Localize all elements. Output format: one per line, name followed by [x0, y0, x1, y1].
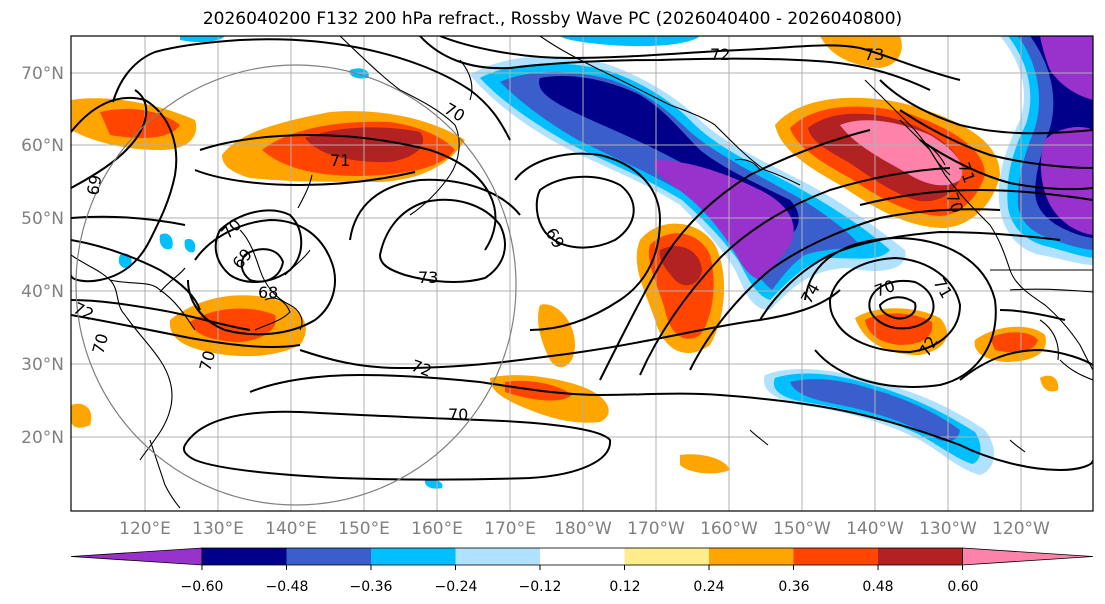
- lon-label: 170°E: [484, 519, 536, 539]
- lon-label: 120°E: [119, 519, 171, 539]
- negative-anomaly-region: [1040, 127, 1093, 235]
- contour-label: 70: [89, 331, 113, 356]
- positive-anomaly-region: [100, 108, 180, 138]
- negative-anomaly-region: [654, 160, 794, 280]
- lon-label: 150°W: [773, 519, 831, 539]
- contour-label: 71: [330, 151, 350, 170]
- negative-anomaly-region: [159, 233, 173, 250]
- positive-anomaly-region: [71, 403, 92, 428]
- lon-label: 150°E: [338, 519, 390, 539]
- lat-label: 30°N: [21, 355, 64, 375]
- lon-label: 140°W: [846, 519, 904, 539]
- lat-label: 50°N: [21, 209, 64, 229]
- negative-anomaly-region: [1040, 36, 1093, 100]
- negative-anomaly-region: [118, 253, 132, 269]
- lon-label: 160°W: [700, 519, 758, 539]
- lon-label: 120°W: [992, 519, 1050, 539]
- positive-anomaly-region: [538, 304, 575, 368]
- lon-label: 170°W: [627, 519, 685, 539]
- positive-anomaly-region: [659, 246, 702, 286]
- negative-anomaly-region: [424, 479, 443, 489]
- contour-label: 68: [258, 283, 278, 302]
- lat-label: 60°N: [21, 136, 64, 156]
- contour-label: 73: [418, 268, 438, 287]
- latitude-labels: 70°N 60°N 50°N 40°N 30°N 20°N: [21, 64, 64, 448]
- lon-label: 140°E: [265, 519, 317, 539]
- lon-label: 130°W: [919, 519, 977, 539]
- negative-anomaly-region: [180, 36, 225, 43]
- reference-circle: [75, 64, 517, 506]
- positive-anomaly-region: [680, 454, 730, 474]
- graticule: [71, 36, 1093, 511]
- contours: [71, 36, 1093, 481]
- contour-label: 70: [448, 405, 468, 424]
- lat-label: 40°N: [21, 282, 64, 302]
- contour-label: 72: [710, 45, 730, 64]
- contour-label: 73: [864, 45, 884, 64]
- coastlines: [71, 36, 1093, 509]
- lon-label: 130°E: [192, 519, 244, 539]
- negative-anomaly-region: [560, 36, 700, 47]
- contour-label: 70: [196, 348, 220, 373]
- positive-anomaly-region: [820, 36, 902, 68]
- lat-label: 20°N: [21, 428, 64, 448]
- positive-anomaly-region: [990, 332, 1038, 353]
- map-frame: [70, 35, 1094, 512]
- lon-label: 160°E: [411, 519, 463, 539]
- lon-label: 180°W: [554, 519, 612, 539]
- contour-label: 69: [83, 173, 105, 196]
- positive-anomaly-region: [1040, 375, 1059, 392]
- negative-anomaly-region: [184, 238, 196, 253]
- longitude-labels: 120°E 130°E 140°E 150°E 160°E 170°E 180°…: [119, 519, 1050, 539]
- map-title: 2026040200 F132 200 hPa refract., Rossby…: [202, 9, 903, 29]
- lat-label: 70°N: [21, 64, 64, 84]
